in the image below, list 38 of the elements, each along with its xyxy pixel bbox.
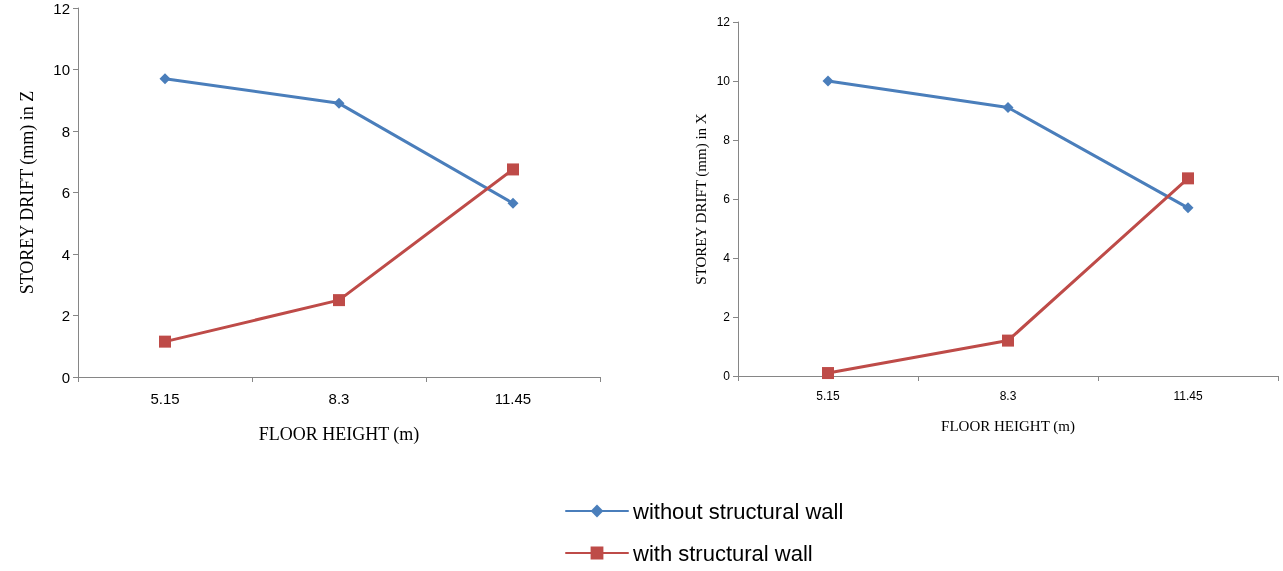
x-axis-title: FLOOR HEIGHT (m) (941, 417, 1075, 435)
x-tick-label: 11.45 (1173, 389, 1203, 403)
y-tick-label: 2 (61, 307, 70, 324)
point (1002, 334, 1014, 347)
y-tick-label: 2 (723, 310, 731, 324)
y-tick-label: 6 (61, 184, 70, 201)
y-tick-label: 0 (61, 368, 70, 386)
y-tick-label: 12 (53, 0, 70, 17)
x-tick-label: 5.15 (816, 389, 840, 403)
y-axis-title: STOREY DRIFT (mm) in Z (17, 90, 38, 295)
point (1182, 202, 1194, 214)
legend-label: without structural wall (632, 498, 844, 524)
point (333, 97, 345, 109)
y-tick-label: 4 (723, 251, 731, 265)
y-tick-label: 6 (723, 192, 731, 206)
x-tick-label: 5.15 (150, 390, 180, 407)
x-tick-label: 8.3 (328, 390, 350, 407)
y-tick-label: 8 (723, 133, 731, 147)
point (159, 73, 171, 85)
x-tick-label: 11.45 (494, 390, 532, 407)
point (1182, 172, 1194, 185)
x-axis-title: FLOOR HEIGHT (m) (258, 424, 420, 445)
point (822, 367, 834, 380)
y-tick-label: 10 (53, 61, 70, 78)
y-tick-label: 10 (716, 74, 731, 88)
y-tick-label: 8 (61, 122, 70, 140)
point (507, 197, 519, 209)
legend-label: with structural wall (632, 540, 813, 566)
y-tick-label: 4 (61, 245, 70, 263)
point (822, 75, 834, 87)
point (1002, 102, 1014, 114)
y-axis-title: STOREY DRIFT (mm) in X (692, 113, 710, 285)
y-tick-label: 12 (716, 15, 731, 29)
x-tick-label: 8.3 (999, 389, 1017, 403)
point (507, 163, 519, 176)
point (159, 335, 171, 348)
y-tick-label: 0 (723, 369, 731, 383)
point (333, 294, 345, 307)
